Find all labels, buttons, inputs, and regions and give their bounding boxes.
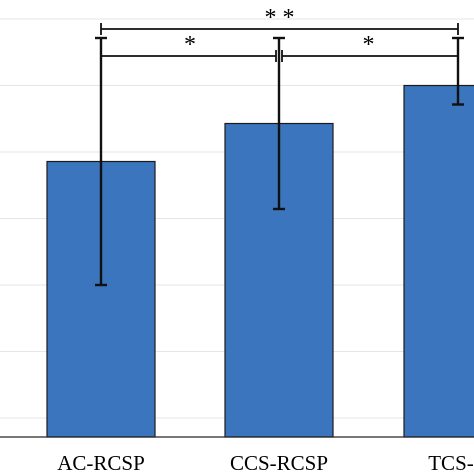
category-label: CCS-RCSP xyxy=(230,451,328,474)
error-bars xyxy=(95,36,464,287)
bar xyxy=(403,84,474,438)
significance-label: * xyxy=(363,32,375,58)
category-labels: AC-RCSP CCS-RCSP TCS-R xyxy=(57,451,474,474)
significance-label: * * xyxy=(265,5,295,31)
significance-brackets: * * * * xyxy=(100,5,459,62)
bars xyxy=(46,84,474,438)
category-label: AC-RCSP xyxy=(57,451,145,474)
category-label: TCS-R xyxy=(428,451,474,474)
significance-label: * xyxy=(184,32,196,58)
